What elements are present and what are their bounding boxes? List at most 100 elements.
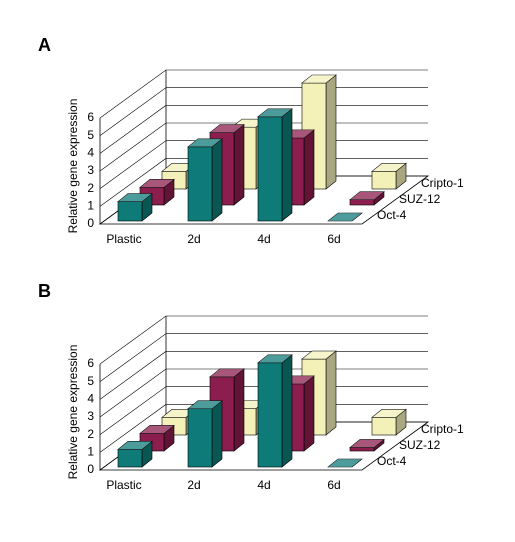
- y-tick-label: 2: [87, 427, 94, 441]
- bar-top: [139, 179, 175, 188]
- legend-label: Oct-4: [377, 208, 407, 222]
- bar-top-light: [350, 191, 384, 200]
- grid-line: [99, 404, 428, 453]
- bar-side-shade: [142, 193, 152, 221]
- bar-top: [257, 354, 293, 364]
- bar-front: [349, 199, 375, 206]
- bar-top: [187, 400, 223, 410]
- bar: [257, 354, 293, 468]
- bar-front: [371, 171, 397, 190]
- bar-top: [327, 458, 363, 468]
- bar-top-light: [328, 213, 362, 221]
- bar-top: [349, 191, 385, 200]
- bar: [349, 438, 385, 452]
- bar: [371, 162, 407, 190]
- grid-line: [99, 140, 428, 189]
- grid-line: [99, 386, 428, 435]
- bar-side-shade: [164, 425, 174, 451]
- bar-side-shade: [374, 439, 384, 451]
- bar-top-light: [302, 75, 336, 83]
- x-tick-label: 4d: [257, 232, 270, 246]
- bar-top-light: [188, 400, 222, 409]
- y-tick-label: 1: [87, 445, 94, 459]
- y-tick-label: 6: [87, 110, 94, 124]
- y-tick-label: 4: [87, 146, 94, 160]
- bar-top-light: [258, 108, 292, 117]
- bar-front: [257, 362, 283, 468]
- bar: [327, 212, 363, 222]
- bar-side-shade: [396, 409, 406, 435]
- bar: [117, 192, 153, 222]
- bar-top: [209, 124, 245, 133]
- bar-top-light: [350, 439, 384, 448]
- bar: [117, 440, 153, 468]
- x-tick-label: Plastic: [106, 478, 141, 492]
- bar-top: [301, 74, 337, 84]
- bar-top-light: [162, 163, 196, 172]
- grid-line: [99, 69, 428, 119]
- bar-top: [117, 193, 153, 202]
- x-tick-label: 4d: [257, 478, 270, 492]
- legend-label: Cripto-1: [421, 422, 464, 436]
- bar-front: [371, 417, 397, 436]
- bar: [187, 400, 223, 468]
- bar-front: [257, 116, 283, 222]
- bar: [187, 138, 223, 222]
- y-axis-label: Relative gene expression: [66, 345, 80, 480]
- bar-side-shade: [282, 108, 292, 221]
- bar-top: [257, 108, 293, 118]
- x-tick-label: 6d: [327, 478, 340, 492]
- y-tick-label: 2: [87, 181, 94, 195]
- x-tick-label: 6d: [327, 232, 340, 246]
- bar-top-light: [210, 368, 244, 377]
- legend-label: SUZ-12: [399, 438, 441, 452]
- bar-side-shade: [234, 124, 244, 205]
- legend-label: SUZ-12: [399, 192, 441, 206]
- bar-top-light: [162, 409, 196, 418]
- bar: [349, 191, 385, 206]
- bar-top-light: [328, 459, 362, 467]
- grid-line: [99, 105, 428, 154]
- bar: [257, 108, 293, 222]
- y-tick-label: 5: [87, 374, 94, 388]
- bar-top: [349, 439, 385, 448]
- bar-top: [301, 350, 337, 360]
- y-tick-label: 3: [87, 409, 94, 423]
- bar-top-light: [372, 409, 406, 418]
- bar-side-shade: [142, 441, 152, 467]
- panel-label: A: [38, 35, 51, 55]
- legend-label: Cripto-1: [421, 176, 464, 190]
- bar-side-shade: [326, 351, 336, 435]
- bar-top-light: [210, 124, 244, 133]
- grid-line: [99, 333, 428, 382]
- y-tick-label: 1: [87, 199, 94, 213]
- legend-label: Oct-4: [377, 454, 407, 468]
- grid-line: [99, 368, 428, 418]
- y-tick-label: 4: [87, 392, 94, 406]
- grid-line: [99, 122, 428, 172]
- bar-side-shade: [164, 179, 174, 205]
- bar-top: [327, 212, 363, 222]
- y-axis-label: Relative gene expression: [66, 99, 80, 234]
- bar-top: [187, 138, 223, 148]
- bar-side-shade: [396, 163, 406, 189]
- bar-side-shade: [374, 191, 384, 205]
- bar-top: [371, 409, 407, 418]
- grid-line: [99, 315, 428, 365]
- bar-side-shade: [282, 354, 292, 467]
- grid-line: [99, 351, 428, 400]
- y-tick-label: 6: [87, 356, 94, 370]
- bar-front: [117, 449, 143, 468]
- grid-line: [99, 158, 428, 207]
- x-tick-label: Plastic: [106, 232, 141, 246]
- bar-top-light: [140, 425, 174, 434]
- grid-line: [99, 87, 428, 136]
- bar-side-shade: [304, 375, 314, 451]
- bar-front: [349, 447, 375, 452]
- bar-front: [117, 201, 143, 222]
- bar: [371, 408, 407, 436]
- bar-top-light: [302, 351, 336, 360]
- y-tick-label: 5: [87, 128, 94, 142]
- bar: [327, 458, 363, 468]
